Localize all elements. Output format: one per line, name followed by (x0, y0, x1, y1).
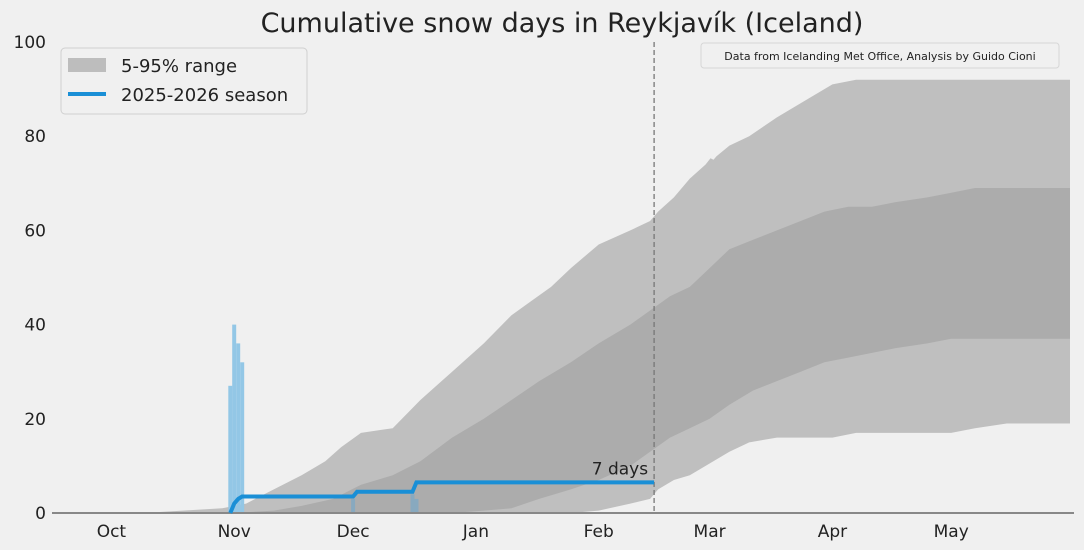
x-tick-label: Feb (584, 522, 614, 542)
legend-range-swatch (68, 58, 106, 72)
hist-bar-small (410, 494, 415, 513)
y-tick-label: 100 (14, 33, 46, 53)
y-tick-label: 40 (24, 316, 46, 336)
legend-range-label: 5-95% range (121, 56, 237, 77)
band-5-95 (143, 79, 1071, 513)
x-tick-label: Dec (337, 522, 370, 542)
credit-box: Data from Icelanding Met Office, Analysi… (700, 42, 1060, 69)
x-tick-label: Oct (97, 522, 127, 542)
legend-season-label: 2025-2026 season (121, 85, 288, 106)
hist-bar (228, 385, 233, 513)
credit-text: Data from Icelanding Met Office, Analysi… (724, 50, 1035, 63)
current-total-annotation: 7 days (592, 459, 648, 479)
hist-bar (236, 343, 241, 513)
season-line (228, 480, 655, 514)
x-tick-label: Nov (218, 522, 251, 542)
y-tick-label: 0 (35, 504, 46, 524)
y-axis-ticks: 0 20 40 60 80 100 (14, 33, 46, 524)
band-5-95-area (143, 79, 1071, 513)
x-tick-label: Mar (694, 522, 726, 542)
x-axis-ticks: Oct Nov Dec Jan Feb Mar Apr May (97, 522, 969, 542)
x-tick-label: Jan (462, 522, 489, 542)
hist-bar-small (414, 498, 419, 513)
y-tick-label: 20 (24, 410, 46, 430)
y-tick-label: 60 (24, 221, 46, 241)
x-tick-label: May (934, 522, 969, 542)
y-tick-label: 80 (24, 127, 46, 147)
band-25-75 (234, 188, 1070, 513)
hist-bar (232, 324, 237, 513)
hist-bar (240, 362, 245, 513)
daily-snow-histogram (228, 324, 419, 513)
x-tick-label: Apr (818, 522, 847, 542)
legend: 5-95% range 2025-2026 season (60, 47, 308, 115)
chart-title: Cumulative snow days in Reykjavík (Icela… (261, 8, 864, 39)
band-25-75-area (234, 188, 1070, 513)
hist-bar-small (351, 498, 356, 513)
season-line-layer (228, 480, 655, 514)
